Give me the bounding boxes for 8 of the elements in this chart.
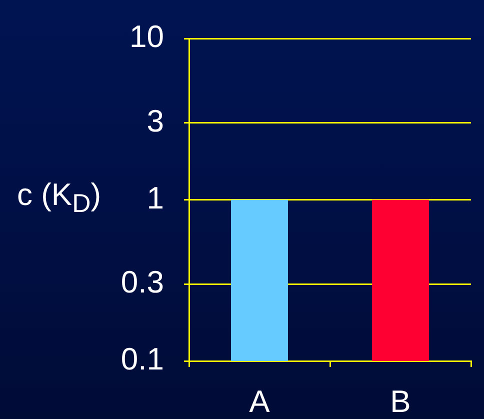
x-tick-label: A: [249, 384, 270, 419]
y-tick-label: 1: [146, 180, 164, 216]
y-tick-label: 0.1: [120, 342, 164, 377]
x-tick-label: B: [390, 384, 411, 419]
y-tick-label: 0.3: [120, 264, 164, 300]
y-axis-title: c (K$_{D}$): [17, 177, 102, 220]
y-tick-label: 10: [130, 19, 164, 54]
y-tick-label: 3: [146, 103, 164, 138]
